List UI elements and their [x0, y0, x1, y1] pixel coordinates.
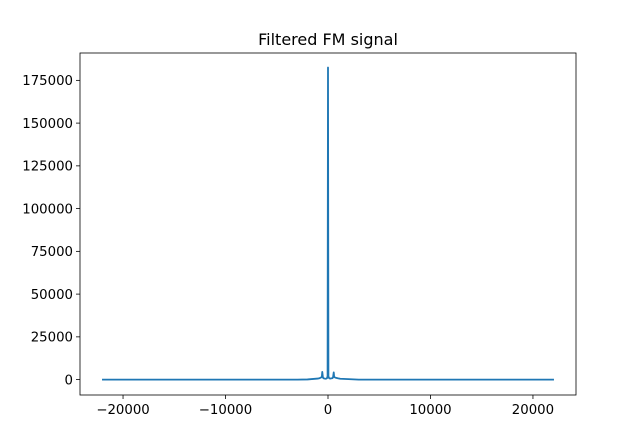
x-tick-label: −20000: [96, 403, 149, 418]
y-tick-label: 175000: [22, 74, 73, 89]
x-tick-label: −10000: [199, 403, 252, 418]
y-tick-label: 150000: [22, 117, 73, 132]
y-axis-ticks: 0 25000 50000 75000 100000 125000 150000 175000: [22, 74, 80, 388]
x-tick-label: 20000: [512, 403, 554, 418]
y-tick-label: 125000: [22, 160, 73, 175]
y-tick-label: 50000: [31, 288, 73, 303]
chart-title: Filtered FM signal: [258, 30, 398, 49]
x-tick-label: 0: [324, 403, 332, 418]
y-tick-label: 0: [65, 373, 73, 388]
y-tick-label: 100000: [22, 202, 73, 217]
x-tick-label: 10000: [409, 403, 451, 418]
y-tick-label: 75000: [31, 245, 73, 260]
x-axis-ticks: −20000 −10000 0 10000 20000: [96, 395, 554, 418]
plot-content: [102, 66, 554, 381]
y-tick-label: 25000: [31, 331, 73, 346]
series-line-0: [102, 66, 554, 381]
plot-frame: [79, 52, 577, 396]
